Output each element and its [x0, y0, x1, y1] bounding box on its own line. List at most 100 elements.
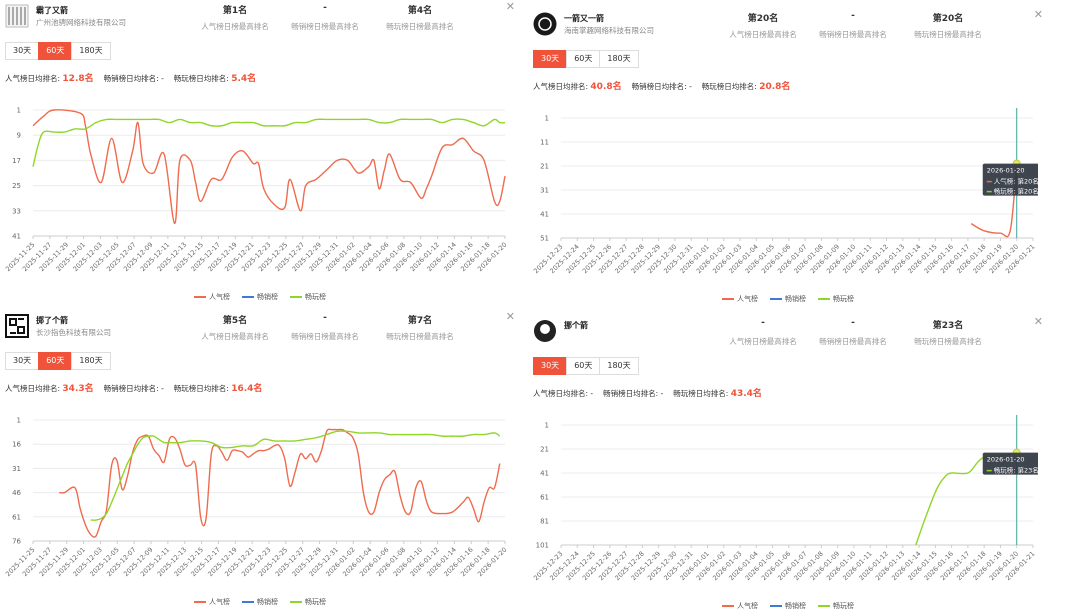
- sales-rank: - 畅销榜日榜最高排名: [265, 3, 385, 32]
- app-name: 霸了又箭: [36, 6, 68, 15]
- legend-swatch: [290, 296, 302, 298]
- series-line-play: [32, 118, 506, 167]
- y-tick-label: 31: [540, 187, 549, 195]
- y-tick-label: 21: [540, 163, 549, 171]
- legend-item-sales[interactable]: 畅销榜: [242, 292, 278, 302]
- company-name: 广州池骋网络科技有限公司: [36, 18, 126, 27]
- popular-rank: 第1名 人气榜日榜最高排名: [175, 3, 295, 32]
- tab-180d[interactable]: 180天: [599, 50, 639, 68]
- average-rank-stats: 人气榜日均排名: 34.3名 畅销榜日均排名: - 畅玩榜日均排名: 16.4名: [5, 381, 262, 394]
- legend-item-popular[interactable]: 人气榜: [194, 292, 230, 302]
- y-tick-label: 1: [545, 422, 549, 430]
- y-tick-label: 1: [17, 107, 21, 115]
- legend-item-sales[interactable]: 畅销榜: [770, 601, 806, 611]
- series-line-play: [90, 430, 501, 521]
- tooltip-line: 畅玩榜: 第20名: [994, 187, 1038, 196]
- company-name: 海南掌趣网络科技有限公司: [564, 26, 654, 35]
- app-panel-1: 霸了又箭 广州池骋网络科技有限公司 第1名 人气榜日榜最高排名 - 畅销榜日榜最高排名 第4…: [5, 0, 515, 302]
- tab-30d[interactable]: 30天: [5, 352, 40, 370]
- line-chart: 19172533412025-11-252025-11-272025-11-29…: [5, 107, 508, 274]
- legend-item-popular[interactable]: 人气榜: [194, 597, 230, 607]
- popular-rank: 第5名人气榜日榜最高排名: [175, 313, 295, 342]
- legend-swatch: [242, 601, 254, 603]
- tab-180d[interactable]: 180天: [71, 42, 111, 60]
- legend-label: 人气榜: [737, 602, 758, 610]
- play-rank-value: 第23名: [932, 321, 964, 331]
- close-icon[interactable]: ✕: [505, 310, 515, 323]
- play-rank: 第7名 畅玩榜日榜最高排名: [360, 313, 480, 342]
- y-tick-label: 41: [12, 233, 21, 241]
- play-avg-value: 20.8名: [759, 82, 791, 92]
- close-icon[interactable]: ✕: [505, 0, 515, 13]
- tab-60d[interactable]: 60天: [566, 50, 601, 68]
- y-tick-label: 61: [540, 494, 549, 502]
- tab-60d[interactable]: 60天: [38, 42, 73, 60]
- popular-rank: - 人气榜日榜最高排名: [703, 318, 823, 347]
- legend-item-popular[interactable]: 人气榜: [722, 601, 758, 611]
- chart-legend: 人气榜 畅销榜 畅玩榜: [533, 601, 1043, 611]
- legend-label: 畅销榜: [785, 295, 806, 303]
- y-tick-label: 46: [12, 489, 21, 497]
- play-rank-value: 第4名: [407, 6, 433, 16]
- y-tick-label: 61: [12, 513, 21, 521]
- sales-rank-value: -: [851, 11, 855, 21]
- close-icon[interactable]: ✕: [1033, 315, 1043, 328]
- tab-30d[interactable]: 30天: [533, 50, 568, 68]
- popular-rank-label: 人气榜日榜最高排名: [201, 332, 269, 341]
- legend-item-sales[interactable]: 畅销榜: [242, 597, 278, 607]
- play-rank: 第20名 畅玩榜日榜最高排名: [888, 11, 1008, 40]
- legend-swatch: [818, 298, 830, 300]
- y-tick-label: 11: [540, 139, 549, 147]
- app-name: 掷了个箭: [36, 316, 68, 325]
- popular-avg-value: 34.3名: [62, 384, 94, 394]
- y-tick-label: 17: [12, 157, 21, 165]
- popular-avg-value: -: [590, 389, 594, 398]
- sales-avg-label: 畅销榜日均排名:: [631, 82, 687, 91]
- series-line-popular: [59, 428, 501, 538]
- legend-swatch: [722, 605, 734, 607]
- legend-label: 人气榜: [737, 295, 758, 303]
- tab-60d[interactable]: 60天: [38, 352, 73, 370]
- legend-item-play[interactable]: 畅玩榜: [290, 597, 326, 607]
- legend-label: 畅销榜: [257, 293, 278, 301]
- tab-30d[interactable]: 30天: [5, 42, 40, 60]
- legend-label: 人气榜: [209, 293, 230, 301]
- range-tabs: 30天 60天 180天: [533, 50, 639, 68]
- tab-180d[interactable]: 180天: [71, 352, 111, 370]
- chart-legend: 人气榜 畅销榜 畅玩榜: [533, 294, 1043, 304]
- legend-item-play[interactable]: 畅玩榜: [818, 601, 854, 611]
- popular-rank-value: 第5名: [222, 316, 248, 326]
- tooltip-date: 2026-01-20: [987, 456, 1025, 464]
- y-tick-label: 21: [540, 446, 549, 454]
- line-chart: 116314661762025-11-252025-11-272025-11-2…: [5, 417, 508, 579]
- play-rank-label: 畅玩榜日榜最高排名: [914, 337, 982, 346]
- tab-180d[interactable]: 180天: [599, 357, 639, 375]
- sales-rank-value: -: [323, 3, 327, 13]
- tooltip-line: 畅玩榜: 第23名: [994, 466, 1038, 475]
- play-avg-label: 畅玩榜日均排名:: [173, 74, 229, 83]
- sales-rank-label: 畅销榜日榜最高排名: [291, 332, 359, 341]
- play-rank: 第4名 畅玩榜日榜最高排名: [360, 3, 480, 32]
- legend-swatch: [242, 296, 254, 298]
- series-line-popular: [970, 163, 1018, 238]
- legend-item-popular[interactable]: 人气榜: [722, 294, 758, 304]
- popular-rank-label: 人气榜日榜最高排名: [729, 30, 797, 39]
- play-rank-label: 畅玩榜日榜最高排名: [386, 332, 454, 341]
- legend-item-play[interactable]: 畅玩榜: [290, 292, 326, 302]
- legend-swatch: [290, 601, 302, 603]
- legend-item-sales[interactable]: 畅销榜: [770, 294, 806, 304]
- line-chart: 1214161811012025-12-232025-12-242025-12-…: [533, 415, 1038, 582]
- close-icon[interactable]: ✕: [1033, 8, 1043, 21]
- panel-header: 挪个箭 - 人气榜日榜最高排名 - 畅销榜日榜最高排名 第23名 畅玩榜日榜最高排名 ✕: [533, 315, 1043, 351]
- tab-30d[interactable]: 30天: [533, 357, 568, 375]
- sales-rank: - 畅销榜日榜最高排名: [793, 11, 913, 40]
- legend-label: 人气榜: [209, 598, 230, 606]
- tab-60d[interactable]: 60天: [566, 357, 601, 375]
- y-tick-label: 16: [12, 441, 21, 449]
- y-tick-label: 33: [12, 207, 21, 215]
- y-tick-label: 41: [540, 211, 549, 219]
- legend-item-play[interactable]: 畅玩榜: [818, 294, 854, 304]
- sales-avg-label: 畅销榜日均排名:: [103, 74, 159, 83]
- y-tick-label: 25: [12, 182, 21, 190]
